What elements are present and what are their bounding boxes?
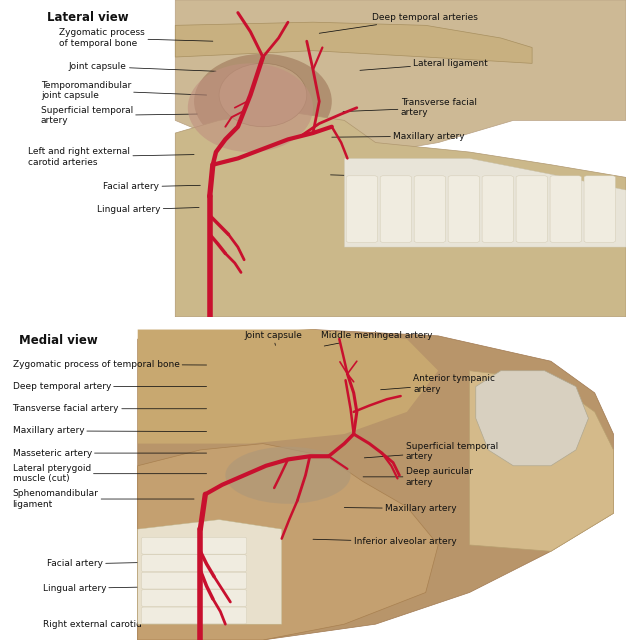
Text: Left and right external
carotid arteries: Left and right external carotid arteries (28, 147, 194, 166)
FancyBboxPatch shape (141, 572, 247, 589)
Ellipse shape (225, 447, 351, 504)
FancyBboxPatch shape (550, 176, 582, 243)
Text: Middle meningeal artery: Middle meningeal artery (321, 332, 432, 346)
Text: Lingual artery: Lingual artery (97, 205, 199, 214)
Text: Zygomatic process
of temporal bone: Zygomatic process of temporal bone (59, 28, 213, 48)
Polygon shape (138, 330, 438, 450)
Polygon shape (138, 330, 613, 640)
FancyBboxPatch shape (141, 555, 247, 572)
Text: Temporomandibular
joint capsule: Temporomandibular joint capsule (41, 81, 207, 100)
Text: Lingual artery: Lingual artery (43, 584, 193, 593)
Polygon shape (344, 158, 626, 247)
Text: Joint capsule: Joint capsule (69, 62, 216, 71)
FancyBboxPatch shape (141, 589, 247, 607)
FancyBboxPatch shape (584, 176, 615, 243)
Text: Maxillary artery: Maxillary artery (13, 426, 207, 435)
Text: Anterior tympanic
artery: Anterior tympanic artery (381, 374, 495, 394)
Text: Inferior alveolar artery: Inferior alveolar artery (313, 538, 456, 547)
FancyBboxPatch shape (516, 176, 547, 243)
Ellipse shape (219, 63, 307, 127)
Polygon shape (175, 111, 626, 317)
Text: Lateral pterygoid
muscle (cut): Lateral pterygoid muscle (cut) (13, 464, 207, 483)
Polygon shape (476, 371, 588, 466)
Text: Maxillary artery: Maxillary artery (344, 504, 456, 513)
Text: Superficial temporal
artery: Superficial temporal artery (41, 106, 197, 125)
Text: Joint capsule: Joint capsule (244, 332, 302, 346)
Text: Facial artery: Facial artery (47, 559, 194, 568)
Text: Lateral ligament: Lateral ligament (360, 59, 488, 70)
Polygon shape (175, 22, 532, 63)
Text: Deep temporal arteries: Deep temporal arteries (319, 13, 478, 33)
Ellipse shape (188, 63, 313, 152)
Text: Superficial temporal
artery: Superficial temporal artery (364, 442, 498, 461)
Text: Masseteric artery: Masseteric artery (13, 449, 207, 458)
Text: Sphenomandibular
ligament: Sphenomandibular ligament (13, 490, 194, 509)
FancyBboxPatch shape (380, 176, 411, 243)
Text: Right external carotid: Right external carotid (43, 620, 197, 628)
FancyBboxPatch shape (448, 176, 480, 243)
FancyBboxPatch shape (414, 176, 446, 243)
Text: Medial view: Medial view (19, 334, 98, 348)
Polygon shape (470, 371, 613, 551)
Polygon shape (175, 0, 626, 158)
Polygon shape (138, 520, 282, 624)
FancyBboxPatch shape (141, 607, 247, 624)
Text: Facial artery: Facial artery (103, 182, 200, 191)
Polygon shape (138, 444, 438, 640)
Text: Zygomatic process of temporal bone: Zygomatic process of temporal bone (13, 360, 207, 369)
Text: Deep temporal artery: Deep temporal artery (13, 382, 207, 391)
Text: Deep auricular
artery: Deep auricular artery (363, 467, 473, 486)
Text: Transverse facial artery: Transverse facial artery (13, 404, 207, 413)
Text: Transverse facial
artery: Transverse facial artery (343, 98, 476, 117)
Text: Maxillary artery: Maxillary artery (332, 132, 464, 141)
FancyBboxPatch shape (482, 176, 513, 243)
FancyBboxPatch shape (141, 538, 247, 554)
Text: Masseteric artery: Masseteric artery (331, 173, 454, 182)
Text: Lateral view: Lateral view (47, 11, 128, 24)
Ellipse shape (194, 54, 332, 149)
FancyBboxPatch shape (346, 176, 377, 243)
